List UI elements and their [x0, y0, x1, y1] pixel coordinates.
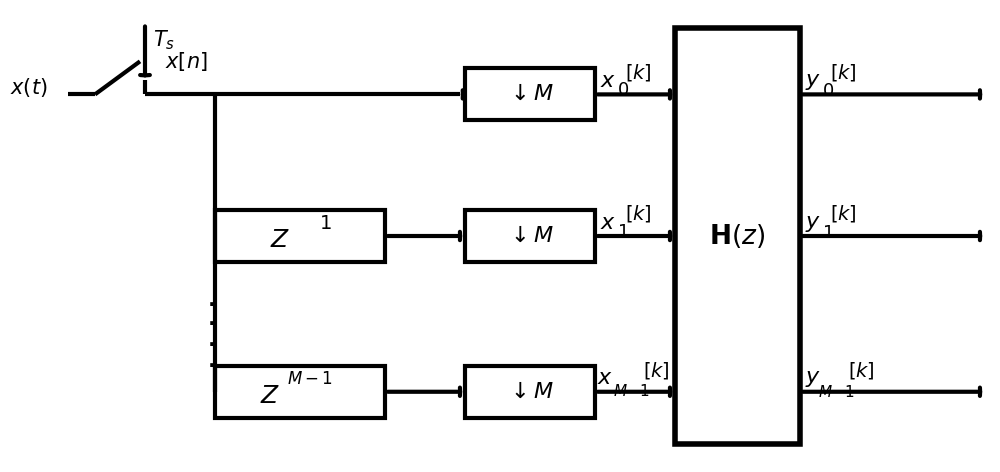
- Text: $\downarrow M$: $\downarrow M$: [506, 381, 554, 403]
- Text: $y$: $y$: [805, 367, 821, 389]
- Text: $1$: $1$: [319, 215, 331, 233]
- Bar: [465, 68, 595, 120]
- Bar: [465, 210, 595, 262]
- Text: $x$: $x$: [600, 211, 616, 234]
- Text: $M-1$: $M-1$: [287, 371, 333, 388]
- Text: $[k]$: $[k]$: [830, 203, 857, 224]
- Text: $0$: $0$: [617, 81, 629, 99]
- Text: $\cdot$: $\cdot$: [206, 329, 214, 360]
- Bar: [215, 366, 385, 418]
- Text: $[k]$: $[k]$: [830, 62, 857, 83]
- Text: $[k]$: $[k]$: [625, 203, 652, 224]
- Bar: [465, 366, 595, 418]
- Text: $y$: $y$: [805, 211, 821, 234]
- Text: $x[n]$: $x[n]$: [165, 50, 208, 73]
- Text: $\mathbf{H}(z)$: $\mathbf{H}(z)$: [709, 222, 766, 250]
- Text: $\cdot$: $\cdot$: [206, 308, 214, 339]
- Text: $1$: $1$: [617, 223, 629, 241]
- Text: $[k]$: $[k]$: [848, 361, 875, 381]
- Text: $\downarrow M$: $\downarrow M$: [506, 84, 554, 105]
- Text: $M\!-\!1$: $M\!-\!1$: [818, 384, 855, 400]
- Text: $0$: $0$: [822, 82, 834, 100]
- Text: $x(t)$: $x(t)$: [10, 76, 48, 99]
- Bar: [675, 28, 800, 444]
- Text: $[k]$: $[k]$: [643, 361, 670, 381]
- Text: $M\!-\!1$: $M\!-\!1$: [613, 383, 650, 399]
- Text: $T_s$: $T_s$: [153, 28, 175, 52]
- Text: $x$: $x$: [597, 367, 613, 389]
- Bar: [215, 210, 385, 262]
- Text: $1$: $1$: [822, 224, 834, 242]
- Text: $[k]$: $[k]$: [625, 62, 652, 83]
- Text: $x$: $x$: [600, 70, 616, 92]
- Text: $y$: $y$: [805, 70, 821, 92]
- Text: $\downarrow M$: $\downarrow M$: [506, 225, 554, 247]
- Text: $\cdot$: $\cdot$: [206, 350, 214, 381]
- Text: $\cdot$: $\cdot$: [206, 289, 214, 320]
- Text: $Z$: $Z$: [260, 385, 280, 408]
- Text: $Z$: $Z$: [270, 229, 290, 252]
